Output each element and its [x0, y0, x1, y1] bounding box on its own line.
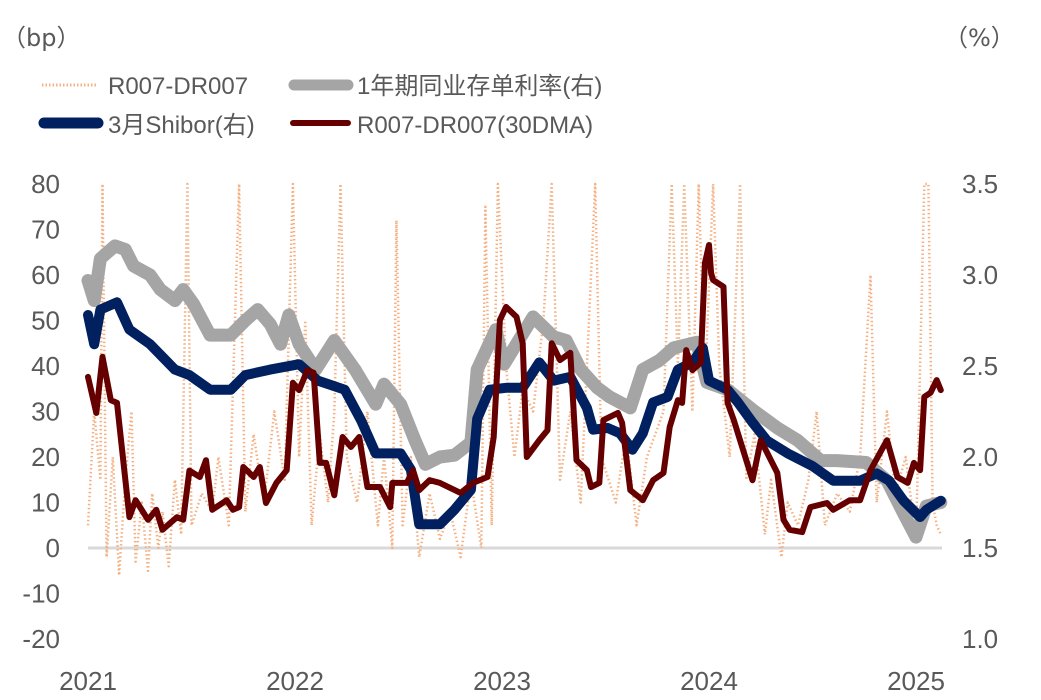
x-tick-label: 2023: [473, 666, 531, 696]
left-tick-label: 70: [31, 215, 60, 245]
x-tick-label: 2022: [266, 666, 324, 696]
left-axis-unit: （bp）: [2, 24, 80, 52]
left-axis: 80 70 60 50 40 30 20 10 0 -10 -20: [22, 169, 60, 654]
right-axis-unit: （%）: [944, 24, 1015, 52]
legend-label-shibor: 3月Shibor(右): [108, 112, 255, 139]
left-tick-label: 10: [31, 488, 60, 518]
left-tick-label: -20: [22, 624, 60, 654]
series-line-r007-dr007-30dma: [85, 242, 944, 536]
series-group: [81, 182, 948, 577]
legend-label-ncd: 1年期同业存单利率(右): [357, 73, 602, 100]
left-tick-label: 0: [46, 533, 60, 563]
right-tick-label: 2.0: [962, 442, 998, 472]
right-tick-label: 1.0: [962, 624, 998, 654]
left-tick-label: 30: [31, 397, 60, 427]
x-axis: 2021 2022 2023 2024 2025: [59, 666, 945, 696]
right-tick-label: 3.0: [962, 260, 998, 290]
series-line-1: [81, 239, 948, 544]
right-tick-label: 3.5: [962, 169, 998, 199]
left-tick-label: 60: [31, 260, 60, 290]
right-tick-label: 2.5: [962, 351, 998, 381]
left-tick-label: 40: [31, 351, 60, 381]
left-tick-label: 20: [31, 442, 60, 472]
legend-label-30dma: R007-DR007(30DMA): [357, 112, 593, 139]
legend: R007-DR007 1年期同业存单利率(右) 3月Shibor(右) R007…: [38, 73, 602, 139]
left-tick-label: -10: [22, 579, 60, 609]
legend-label-r007-dr007: R007-DR007: [108, 73, 248, 100]
x-tick-label: 2025: [887, 666, 945, 696]
series-line-3-shibor: [83, 297, 946, 530]
right-axis: 3.5 3.0 2.5 2.0 1.5 1.0: [962, 169, 998, 654]
x-tick-label: 2024: [680, 666, 738, 696]
left-tick-label: 50: [31, 306, 60, 336]
series-line-r007-dr007: [86, 182, 942, 577]
right-tick-label: 1.5: [962, 533, 998, 563]
left-tick-label: 80: [31, 169, 60, 199]
x-tick-label: 2021: [59, 666, 117, 696]
